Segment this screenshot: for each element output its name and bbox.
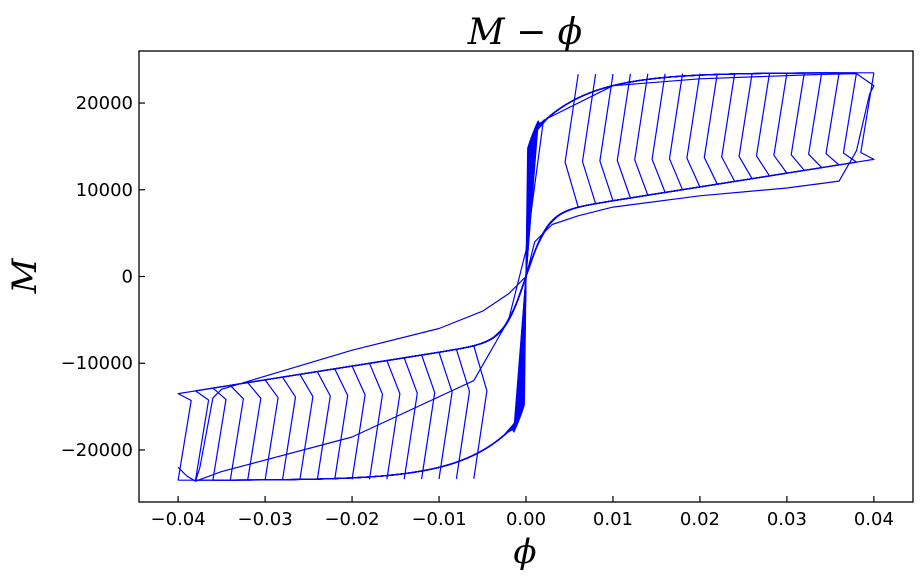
x-tick-label: −0.04 — [151, 509, 206, 530]
x-tick-label: −0.01 — [411, 509, 466, 530]
x-tick-label: 0.01 — [593, 509, 633, 530]
outer-envelope-line — [177, 72, 875, 482]
hysteresis-loop-branch — [177, 72, 874, 481]
hysteresis-loop-branch — [178, 72, 875, 481]
curve-group — [177, 72, 875, 482]
y-axis: −20000 −10000 0 10000 20000 — [61, 93, 145, 461]
x-tick-label: 0.03 — [767, 509, 807, 530]
y-tick-label: 0 — [122, 267, 133, 288]
x-tick-label: 0.02 — [680, 509, 720, 530]
y-tick-label: 10000 — [76, 180, 133, 201]
y-tick-label: −20000 — [61, 440, 133, 461]
x-tick-label: 0.04 — [854, 509, 894, 530]
y-axis-label: M — [5, 257, 45, 294]
x-tick-label: 0.00 — [506, 509, 546, 530]
chart-title: M − ϕ — [467, 12, 582, 53]
x-tick-label: −0.03 — [238, 509, 293, 530]
y-tick-label: 20000 — [76, 93, 133, 114]
plot-area — [177, 72, 875, 482]
x-axis: −0.04 −0.03 −0.02 −0.01 0.00 0.01 0.02 0.03 0.04 — [151, 496, 894, 530]
y-tick-label: −10000 — [61, 353, 133, 374]
x-axis-label: ϕ — [513, 532, 536, 572]
x-tick-label: −0.02 — [324, 509, 379, 530]
